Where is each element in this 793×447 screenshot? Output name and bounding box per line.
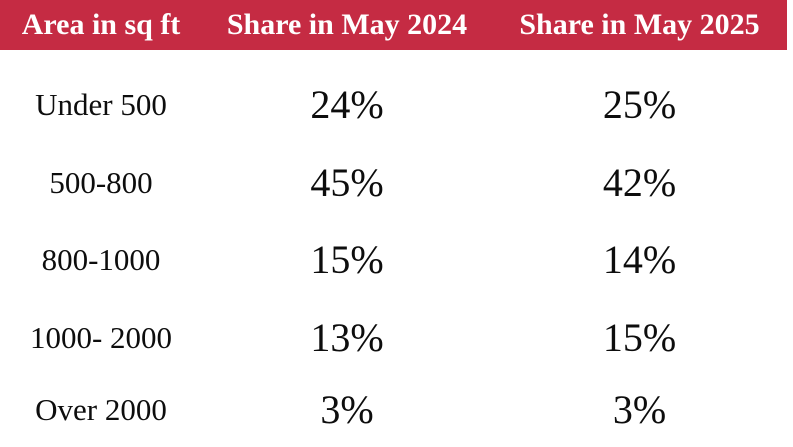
share-2024-cell: 45% xyxy=(310,160,384,205)
share-2024-cell: 3% xyxy=(320,387,374,432)
header-share-2024: Share in May 2024 xyxy=(226,8,468,41)
area-cell: 1000- 2000 xyxy=(29,320,173,355)
share-2025-cell: 15% xyxy=(602,315,677,360)
share-2025-cell: 25% xyxy=(602,82,677,127)
table-row: 500-800 45% 42% xyxy=(0,145,787,220)
area-cell: 800-1000 xyxy=(41,242,161,277)
area-cell: Over 2000 xyxy=(35,392,167,427)
table-row: Under 500 24% 25% xyxy=(0,67,787,142)
table-header: Area in sq ft Share in May 2024 Share in… xyxy=(0,0,787,50)
area-cell: Under 500 xyxy=(35,87,167,122)
table-row: 1000- 2000 13% 15% xyxy=(0,300,787,375)
share-2025-cell: 42% xyxy=(602,160,677,205)
area-cell: 500-800 xyxy=(49,165,153,200)
header-share-2025: Share in May 2025 xyxy=(519,8,760,41)
table-row: 800-1000 15% 14% xyxy=(0,222,787,297)
share-2024-cell: 15% xyxy=(310,237,384,282)
header-area: Area in sq ft xyxy=(21,8,181,41)
share-2025-cell: 14% xyxy=(602,237,677,282)
share-2025-cell: 3% xyxy=(612,387,667,432)
share-2024-cell: 13% xyxy=(310,315,384,360)
share-2024-cell: 24% xyxy=(310,82,384,127)
table-row: Over 2000 3% 3% xyxy=(0,372,787,447)
